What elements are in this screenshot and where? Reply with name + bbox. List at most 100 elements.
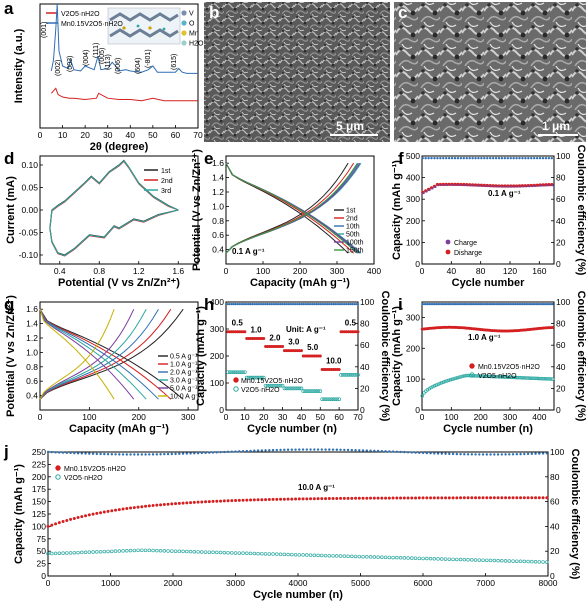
i-ce-point: [479, 303, 482, 306]
h-ce-point: [230, 303, 233, 306]
j-mn-point: [391, 496, 395, 500]
x-tick-label-h-3: 30: [278, 412, 288, 422]
panel-d-frame: [39, 155, 199, 265]
h-ce-point: [300, 303, 303, 306]
x-axis-label-f: Cycle number: [452, 277, 525, 289]
legend-label-h-1: V2O5·nH2O: [241, 387, 280, 394]
panel-a-frame: [39, 3, 199, 129]
legend-label-a-0: V2O5·nH2O: [61, 11, 100, 18]
j-ce-point: [256, 449, 260, 452]
j-mn-point: [102, 510, 106, 514]
h-ce-point: [334, 303, 337, 306]
i-v-point: [540, 376, 544, 381]
j-v-point: [293, 552, 298, 557]
i-ce-point: [500, 303, 503, 306]
y-tick-label-j-1: 25: [37, 559, 47, 569]
j-mn-point: [170, 502, 174, 506]
h-ce-point: [326, 303, 329, 306]
i-v-point: [543, 377, 548, 381]
j-ce-point: [196, 451, 200, 455]
j-v-point: [440, 557, 444, 561]
i-v-point: [459, 374, 463, 379]
i-ce-point: [442, 303, 445, 306]
j-mn-point: [256, 498, 260, 502]
panel-label-c: c: [398, 3, 407, 22]
j-ce-point: [110, 453, 114, 456]
i-v-point: [550, 377, 555, 381]
j-ce-point: [433, 452, 436, 455]
j-ce-point: [84, 452, 87, 455]
j-mn-point: [541, 496, 545, 500]
i-ce-point: [438, 303, 441, 306]
legend-marker-i-1: [469, 372, 475, 378]
i-ce-point: [514, 303, 517, 306]
rate-label-h-0: 0.5: [232, 319, 244, 328]
j-v-point: [50, 551, 54, 556]
i-v-point: [480, 374, 484, 378]
h-mn-point: [281, 345, 285, 349]
j-mn-point: [519, 496, 523, 500]
y-tick-label-e-1: 0.6: [212, 230, 224, 240]
j-ce-point: [545, 452, 549, 455]
f-ce-point: [477, 156, 480, 160]
y-tick-label-i-0: 0: [415, 405, 420, 415]
h-v-point: [259, 375, 264, 380]
x-tick-label-d-3: 1.6: [172, 266, 184, 276]
h-ce-point: [338, 303, 341, 306]
x-tick-label-f-2: 80: [476, 266, 486, 276]
h-ce-point: [307, 303, 311, 306]
xrd-peak-label-6: (113): [105, 54, 112, 70]
j-v-point: [143, 548, 148, 553]
y-axis-label-e: Potential (V vs Zn/Zn²⁺): [191, 149, 203, 271]
h-v-point: [354, 373, 358, 377]
i-ce-point: [533, 303, 537, 306]
h-ce-point: [302, 303, 305, 306]
j-ce-point: [429, 452, 432, 455]
j-ce-point: [286, 448, 290, 451]
legend-label-g-4: 5.0 A g⁻¹: [170, 386, 198, 393]
i-v-point: [445, 379, 449, 383]
i-v-point: [420, 394, 425, 398]
j-ce-point: [275, 448, 279, 452]
i-ce-point: [546, 303, 549, 306]
legend-label-g-3: 3.0 A g⁻¹: [170, 378, 198, 385]
i-ce-point: [549, 303, 552, 306]
f-ce-point: [544, 156, 548, 160]
f-ce-point: [509, 156, 512, 160]
y-tick-label-g-0: 0.4: [26, 391, 38, 401]
j-mn-point: [54, 522, 58, 526]
j-v-point: [222, 550, 227, 555]
h-ce-point: [279, 303, 282, 306]
j-v-point: [522, 559, 527, 564]
y2-tick-label-i-0: 0: [556, 405, 561, 415]
j-ce-point: [305, 448, 309, 451]
legend-label-i-1: V2O5·nH2O: [478, 373, 517, 380]
h-v-point: [324, 397, 328, 402]
j-mn-point: [436, 496, 440, 500]
j-mn-point: [327, 497, 331, 501]
j-ce-point: [76, 452, 80, 455]
h-ce-point: [339, 303, 343, 306]
y-tick-label-j-4: 100: [32, 521, 46, 531]
h-v-point: [226, 370, 230, 375]
j-v-point: [61, 551, 65, 555]
h-ce-point: [273, 303, 277, 306]
j-v-point: [477, 558, 482, 562]
h-ce-point: [304, 303, 307, 306]
i-v-point: [485, 374, 490, 379]
j-v-point: [436, 557, 440, 561]
j-v-point: [80, 550, 84, 555]
j-ce-point: [470, 453, 474, 456]
f-ce-point: [468, 156, 471, 160]
j-v-point: [136, 548, 140, 553]
j-mn-point: [410, 496, 414, 500]
h-ce-point: [296, 303, 299, 306]
j-ce-point: [99, 452, 102, 456]
x-axis-label-i: Cycle number (n): [443, 423, 533, 435]
y-tick-label-j-3: 75: [37, 534, 47, 544]
i-ce-point: [496, 303, 500, 306]
i-ce-point: [431, 303, 434, 306]
h-ce-point: [264, 303, 267, 306]
y-tick-label-j-2: 50: [37, 546, 47, 556]
